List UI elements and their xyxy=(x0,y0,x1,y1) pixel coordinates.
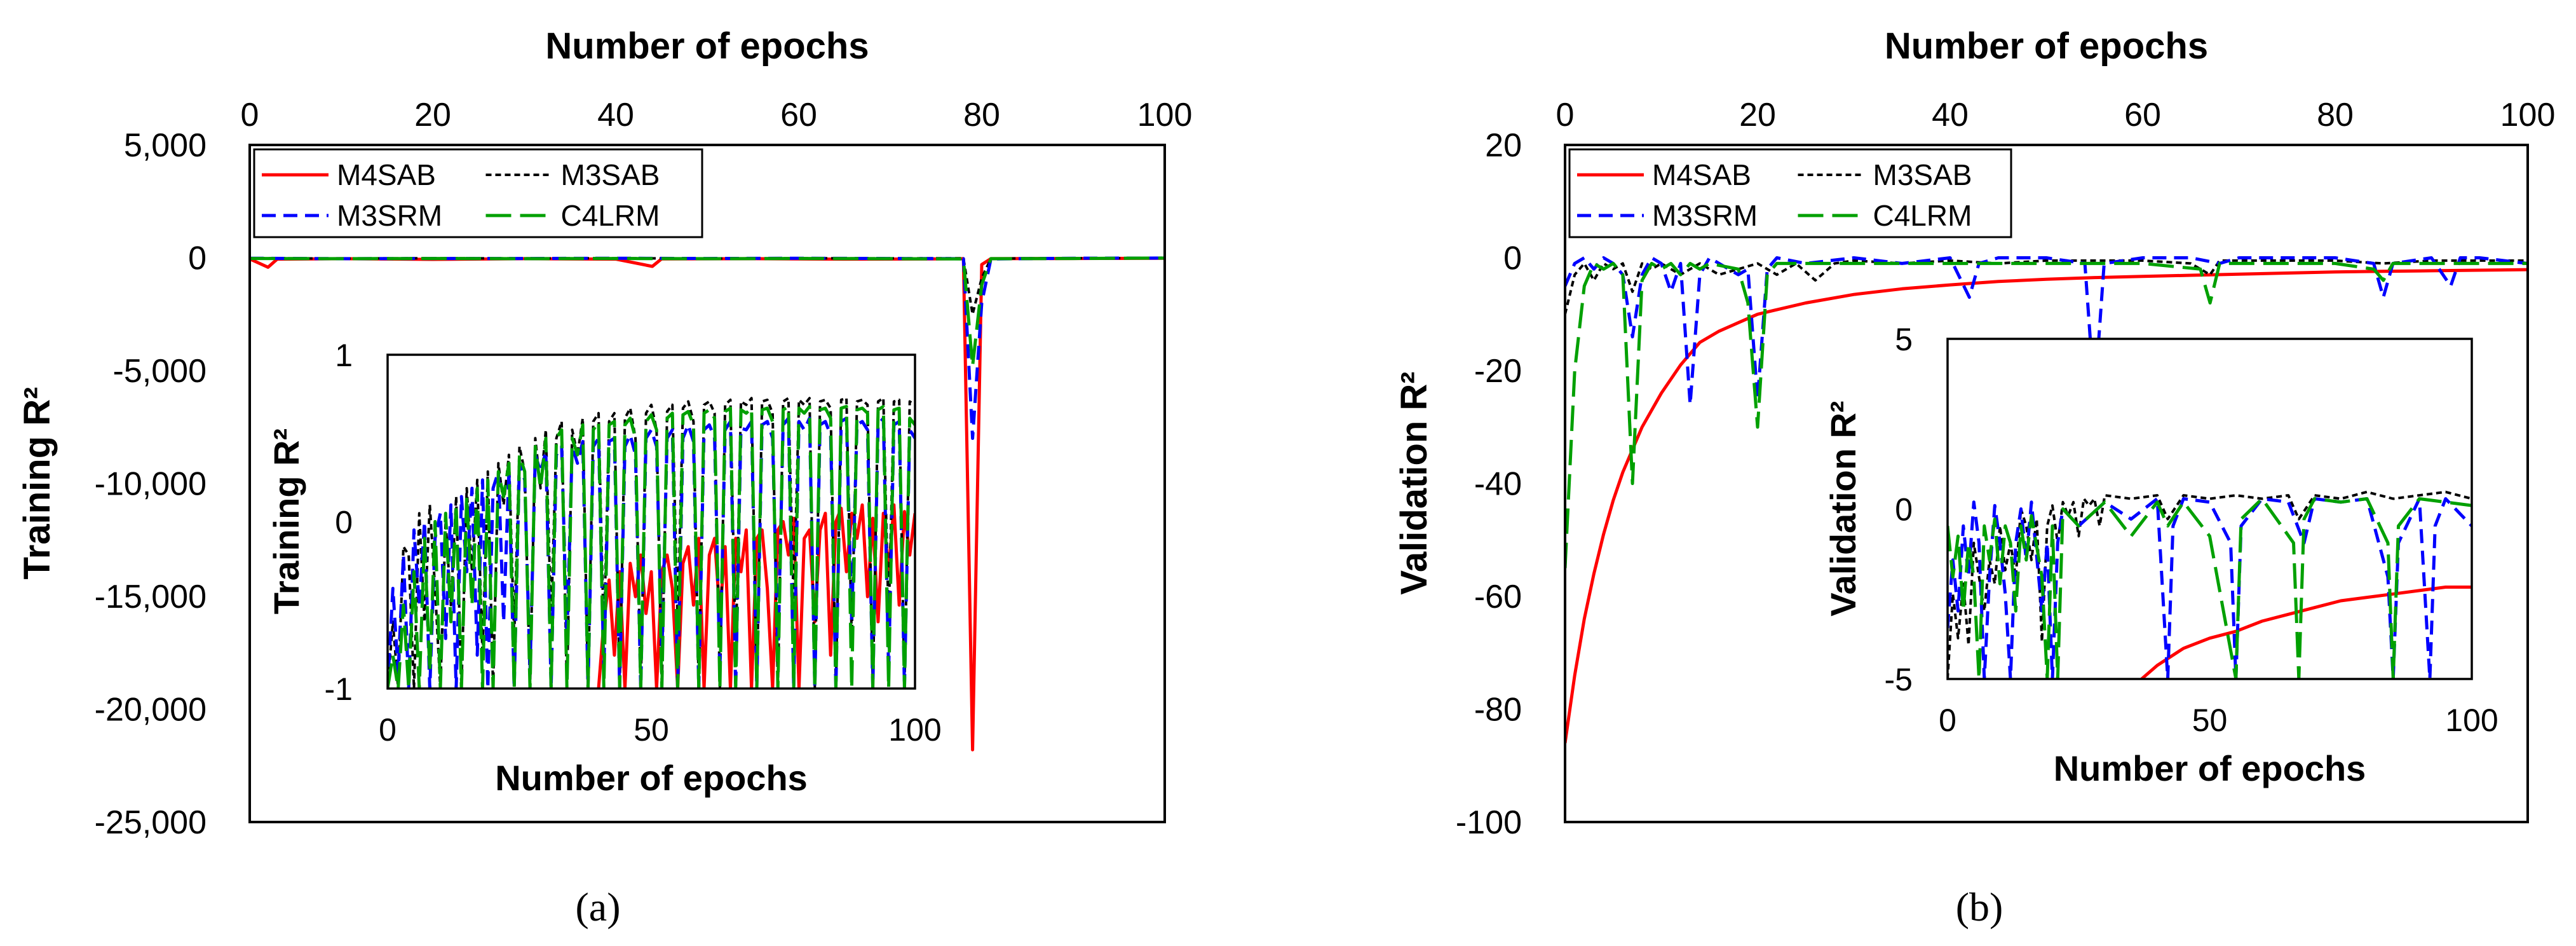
panel-b-series-c4lrm xyxy=(1565,261,2528,568)
panel-b-x-tick-label: 60 xyxy=(2124,97,2161,134)
panel-a-y-tick-label: 0 xyxy=(188,240,207,277)
panel-a-y-axis-title: Training R² xyxy=(17,387,58,580)
panel-a-series-m3sab xyxy=(250,256,1165,316)
panel-a-inset-chart: 0 50 100 Number of epochs 1 0 -1 Training R² xyxy=(266,338,942,798)
panel-b-y-tick-label: 20 xyxy=(1485,127,1522,164)
panel-b-chart: 0 20 40 60 80 100 Number of epochs 20 0 -20 -40 -60… xyxy=(1393,25,2555,929)
panel-b-legend-label-m3srm: M3SRM xyxy=(1652,199,1758,232)
panel-b-y-tick-label: -100 xyxy=(1456,804,1522,841)
panel-b-inset-series-c4lrm xyxy=(1948,497,2472,679)
panel-b-inset-y-axis-title: Validation R² xyxy=(1823,401,1863,616)
panel-a-inset-series-m3srm xyxy=(388,416,915,689)
panel-b-inset-series-m3sab xyxy=(1948,490,2472,679)
panel-b-y-tick-label: -80 xyxy=(1474,692,1522,729)
panel-a-y-tick-label: 5,000 xyxy=(124,127,207,164)
panel-b-legend: M4SAB M3SAB M3SRM C4LRM xyxy=(1568,148,2012,238)
panel-a-x-axis-title: Number of epochs xyxy=(545,25,869,67)
panel-b-x-tick-label: 80 xyxy=(2317,97,2354,134)
panel-b-y-tick-label: -40 xyxy=(1474,466,1522,503)
panel-b-series-m4sab xyxy=(1565,268,2528,744)
panel-a-plot-frame xyxy=(248,144,1166,823)
panel-b-x-tick-label: 20 xyxy=(1739,97,1776,134)
panel-b-y-tick-label: 0 xyxy=(1503,240,1522,277)
panel-a-legend-box xyxy=(253,148,703,238)
panel-b-inset-x-tick-label: 100 xyxy=(2445,703,2498,738)
panel-a-legend-label-m3sab: M3SAB xyxy=(561,158,660,191)
panel-b-panel-label: (b) xyxy=(1956,884,2003,929)
panel-a-inset-x-tick-label: 0 xyxy=(379,712,397,748)
panel-a-y-tick-label: -25,000 xyxy=(95,804,207,841)
panel-a-inset-x-axis-title: Number of epochs xyxy=(495,758,808,798)
panel-a-inset-y-tick-label: -1 xyxy=(325,671,353,707)
panel-a-inset-y-tick-label: 1 xyxy=(335,338,353,373)
panel-a-y-tick-label: -20,000 xyxy=(95,692,207,729)
panel-b-inset-y-tick-label: 5 xyxy=(1895,322,1913,357)
panel-b-series-m3sab xyxy=(1565,259,2528,315)
panel-a-inset-frame xyxy=(386,353,916,690)
panel-b-legend-label-m4sab: M4SAB xyxy=(1652,158,1751,191)
panel-b-legend-label-m3sab: M3SAB xyxy=(1873,158,1972,191)
panel-a-panel-label: (a) xyxy=(575,884,620,929)
panel-a-inset-y-tick-label: 0 xyxy=(335,505,353,540)
panel-a-legend-label-m4sab: M4SAB xyxy=(337,158,436,191)
panel-a-x-tick-label: 100 xyxy=(1137,97,1193,134)
panel-b-y-tick-label: -20 xyxy=(1474,353,1522,390)
panel-a-legend-label-c4lrm: C4LRM xyxy=(561,199,660,232)
panel-a-series-c4lrm xyxy=(250,256,1165,368)
panel-a-y-tick-label: -10,000 xyxy=(95,466,207,503)
panel-a-y-tick-label: -5,000 xyxy=(113,353,207,390)
panel-b-x-tick-label: 0 xyxy=(1556,97,1575,134)
panel-b-x-tick-label: 100 xyxy=(2500,97,2556,134)
panel-b-x-tick-label: 40 xyxy=(1932,97,1969,134)
panel-b-plot-frame xyxy=(1564,144,2529,823)
panel-b-legend-label-c4lrm: C4LRM xyxy=(1873,199,1972,232)
panel-b-x-axis-title: Number of epochs xyxy=(1885,25,2208,67)
panel-a-inset-series-c4lrm xyxy=(388,404,915,689)
panel-a-inset-series-m4sab xyxy=(597,503,915,689)
panel-b-inset-frame xyxy=(1946,338,2473,680)
panel-b-legend-box xyxy=(1568,148,2012,238)
panel-a-x-tick-label: 0 xyxy=(241,97,259,134)
panel-a-x-tick-label: 60 xyxy=(780,97,817,134)
panel-b-inset-background xyxy=(1948,339,2472,679)
panel-b-y-axis-title: Validation R² xyxy=(1393,371,1435,594)
panel-a-inset-x-tick-label: 50 xyxy=(634,712,669,748)
panel-b-inset-y-tick-label: 0 xyxy=(1895,492,1913,528)
panel-a-legend-label-m3srm: M3SRM xyxy=(337,199,442,232)
panel-a-x-tick-label: 80 xyxy=(963,97,1000,134)
panel-a-x-tick-label: 20 xyxy=(414,97,451,134)
panel-a-inset-x-tick-label: 100 xyxy=(888,712,941,748)
panel-b-series-m3srm xyxy=(1565,256,2528,406)
panel-a-legend: M4SAB M3SAB M3SRM C4LRM xyxy=(253,148,703,238)
panel-a-y-tick-label: -15,000 xyxy=(95,579,207,615)
panel-b-inset-x-tick-label: 0 xyxy=(1939,703,1956,738)
panel-b-inset-x-axis-title: Number of epochs xyxy=(2054,748,2366,788)
panel-b-inset-y-tick-label: -5 xyxy=(1885,662,1913,697)
panel-a-inset-y-axis-title: Training R² xyxy=(266,428,306,614)
panel-b-y-tick-label: -60 xyxy=(1474,579,1522,615)
panel-b-inset-x-tick-label: 50 xyxy=(2192,703,2228,738)
panel-a-x-tick-label: 40 xyxy=(597,97,634,134)
